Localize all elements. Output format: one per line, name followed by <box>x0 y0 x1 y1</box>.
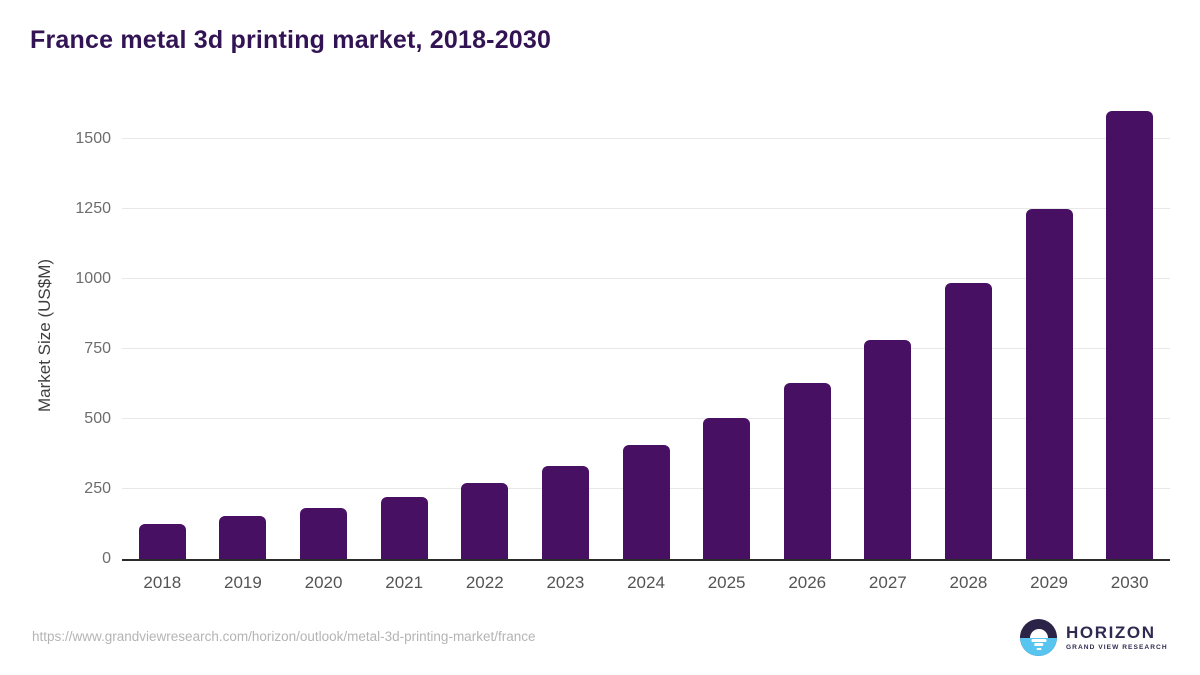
x-tick-label: 2029 <box>1030 573 1068 592</box>
x-tick-label: 2027 <box>868 573 907 592</box>
x-tick-label: 2028 <box>949 573 988 592</box>
x-tick-label: 2018 <box>143 573 182 592</box>
bar-2018 <box>138 524 186 559</box>
y-tick-label: 1500 <box>75 130 111 147</box>
y-tick-label: 500 <box>84 410 111 427</box>
x-tick-label: 2026 <box>788 573 827 592</box>
source-url-link[interactable]: https://www.grandviewresearch.com/horizo… <box>32 629 536 644</box>
x-tick-label: 2019 <box>224 573 262 592</box>
x-tick-label: 2022 <box>465 573 504 592</box>
logo-reflection-line <box>1033 643 1044 646</box>
y-tick-label: 250 <box>84 480 111 497</box>
gridline <box>122 348 1170 349</box>
gridline <box>122 278 1170 279</box>
bar-2023 <box>541 466 589 559</box>
horizon-logo[interactable]: HORIZON GRAND VIEW RESEARCH <box>1020 619 1168 656</box>
gridline <box>122 138 1170 139</box>
bar-2021 <box>380 496 428 559</box>
y-tick-label: 750 <box>84 340 111 357</box>
bar-2030 <box>1106 111 1154 559</box>
y-tick-label: 1250 <box>75 200 111 217</box>
logo-name: HORIZON <box>1066 623 1156 643</box>
chart-title: France metal 3d printing market, 2018-20… <box>30 26 552 54</box>
bar-2028 <box>944 283 992 559</box>
horizon-sunset-icon <box>1020 619 1057 656</box>
plot-area: 0 250 500 750 1000 1250 1500 2018 2019 2020 2021 20… <box>75 100 1170 592</box>
logo-text: HORIZON GRAND VIEW RESEARCH <box>1066 624 1168 651</box>
x-tick-label: 2030 <box>1110 573 1149 592</box>
bar-2022 <box>461 483 509 559</box>
bar-2019 <box>219 516 267 559</box>
bar-2024 <box>622 444 670 559</box>
x-tick-label: 2020 <box>304 573 343 592</box>
bar-2029 <box>1025 209 1073 559</box>
x-tick-label: 2025 <box>707 573 746 592</box>
logo-reflection-line <box>1036 647 1041 651</box>
bar-2025 <box>703 418 751 559</box>
x-tick-label: 2021 <box>385 573 424 592</box>
x-tick-label: 2023 <box>546 573 585 592</box>
bar-2027 <box>864 340 912 559</box>
x-tick-label: 2024 <box>627 573 665 592</box>
logo-reflection-line <box>1031 639 1046 642</box>
gridline <box>122 208 1170 209</box>
gridline <box>122 418 1170 419</box>
logo-subtitle: GRAND VIEW RESEARCH <box>1066 643 1168 651</box>
y-tick-label: 0 <box>102 550 111 567</box>
bar-2026 <box>783 383 831 559</box>
logo-water <box>1020 637 1057 656</box>
bar-2020 <box>300 507 348 559</box>
y-tick-label: 1000 <box>75 270 111 287</box>
